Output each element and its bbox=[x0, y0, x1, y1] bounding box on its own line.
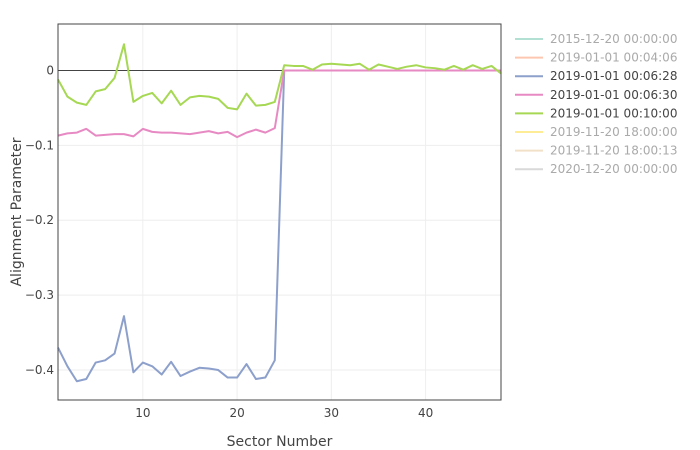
legend-label: 2019-11-20 18:00:00 bbox=[550, 125, 677, 139]
y-ticks: 0 −0.1 −0.2 −0.3 −0.4 bbox=[25, 63, 54, 377]
legend-label: 2019-01-01 00:04:06 bbox=[550, 51, 677, 65]
legend[interactable]: 2015-12-20 00:00:00 2019-01-01 00:04:06 20… bbox=[515, 32, 677, 176]
y-axis-title: Alignment Parameter bbox=[9, 137, 25, 286]
x-tick-label: 30 bbox=[324, 406, 339, 420]
legend-label: 2020-12-20 00:00:00 bbox=[550, 162, 677, 176]
legend-label: 2019-11-20 18:00:13 bbox=[550, 144, 677, 158]
legend-item[interactable]: 2019-01-01 00:04:06 bbox=[515, 51, 677, 65]
legend-label: 2019-01-01 00:06:30 bbox=[550, 88, 677, 102]
x-tick-label: 40 bbox=[418, 406, 433, 420]
legend-label: 2019-01-01 00:06:28 bbox=[550, 69, 677, 83]
y-tick-label: −0.4 bbox=[25, 363, 54, 377]
x-tick-label: 20 bbox=[229, 406, 244, 420]
x-ticks: 10 20 30 40 bbox=[135, 406, 433, 420]
x-axis-title: Sector Number bbox=[227, 434, 333, 450]
legend-item[interactable]: 2019-01-01 00:06:30 bbox=[515, 88, 677, 102]
x-tick-label: 10 bbox=[135, 406, 150, 420]
y-tick-label: 0 bbox=[46, 63, 54, 77]
legend-item[interactable]: 2015-12-20 00:00:00 bbox=[515, 32, 677, 46]
series-line bbox=[57, 69, 501, 383]
y-tick-label: −0.1 bbox=[25, 138, 54, 152]
legend-label: 2015-12-20 00:00:00 bbox=[550, 32, 677, 46]
legend-item[interactable]: 2019-01-01 00:10:00 bbox=[515, 106, 677, 120]
legend-label: 2019-01-01 00:10:00 bbox=[550, 106, 677, 120]
legend-item[interactable]: 2019-11-20 18:00:13 bbox=[515, 144, 677, 158]
legend-item[interactable]: 2019-11-20 18:00:00 bbox=[515, 125, 677, 139]
legend-item[interactable]: 2019-01-01 00:06:28 bbox=[515, 69, 677, 83]
series-line bbox=[57, 43, 502, 111]
legend-item[interactable]: 2020-12-20 00:00:00 bbox=[515, 162, 677, 176]
series-line bbox=[57, 69, 501, 139]
y-tick-label: −0.3 bbox=[25, 288, 54, 302]
y-tick-label: −0.2 bbox=[25, 213, 54, 227]
plot-frame bbox=[57, 23, 502, 401]
series-lines bbox=[57, 43, 502, 383]
